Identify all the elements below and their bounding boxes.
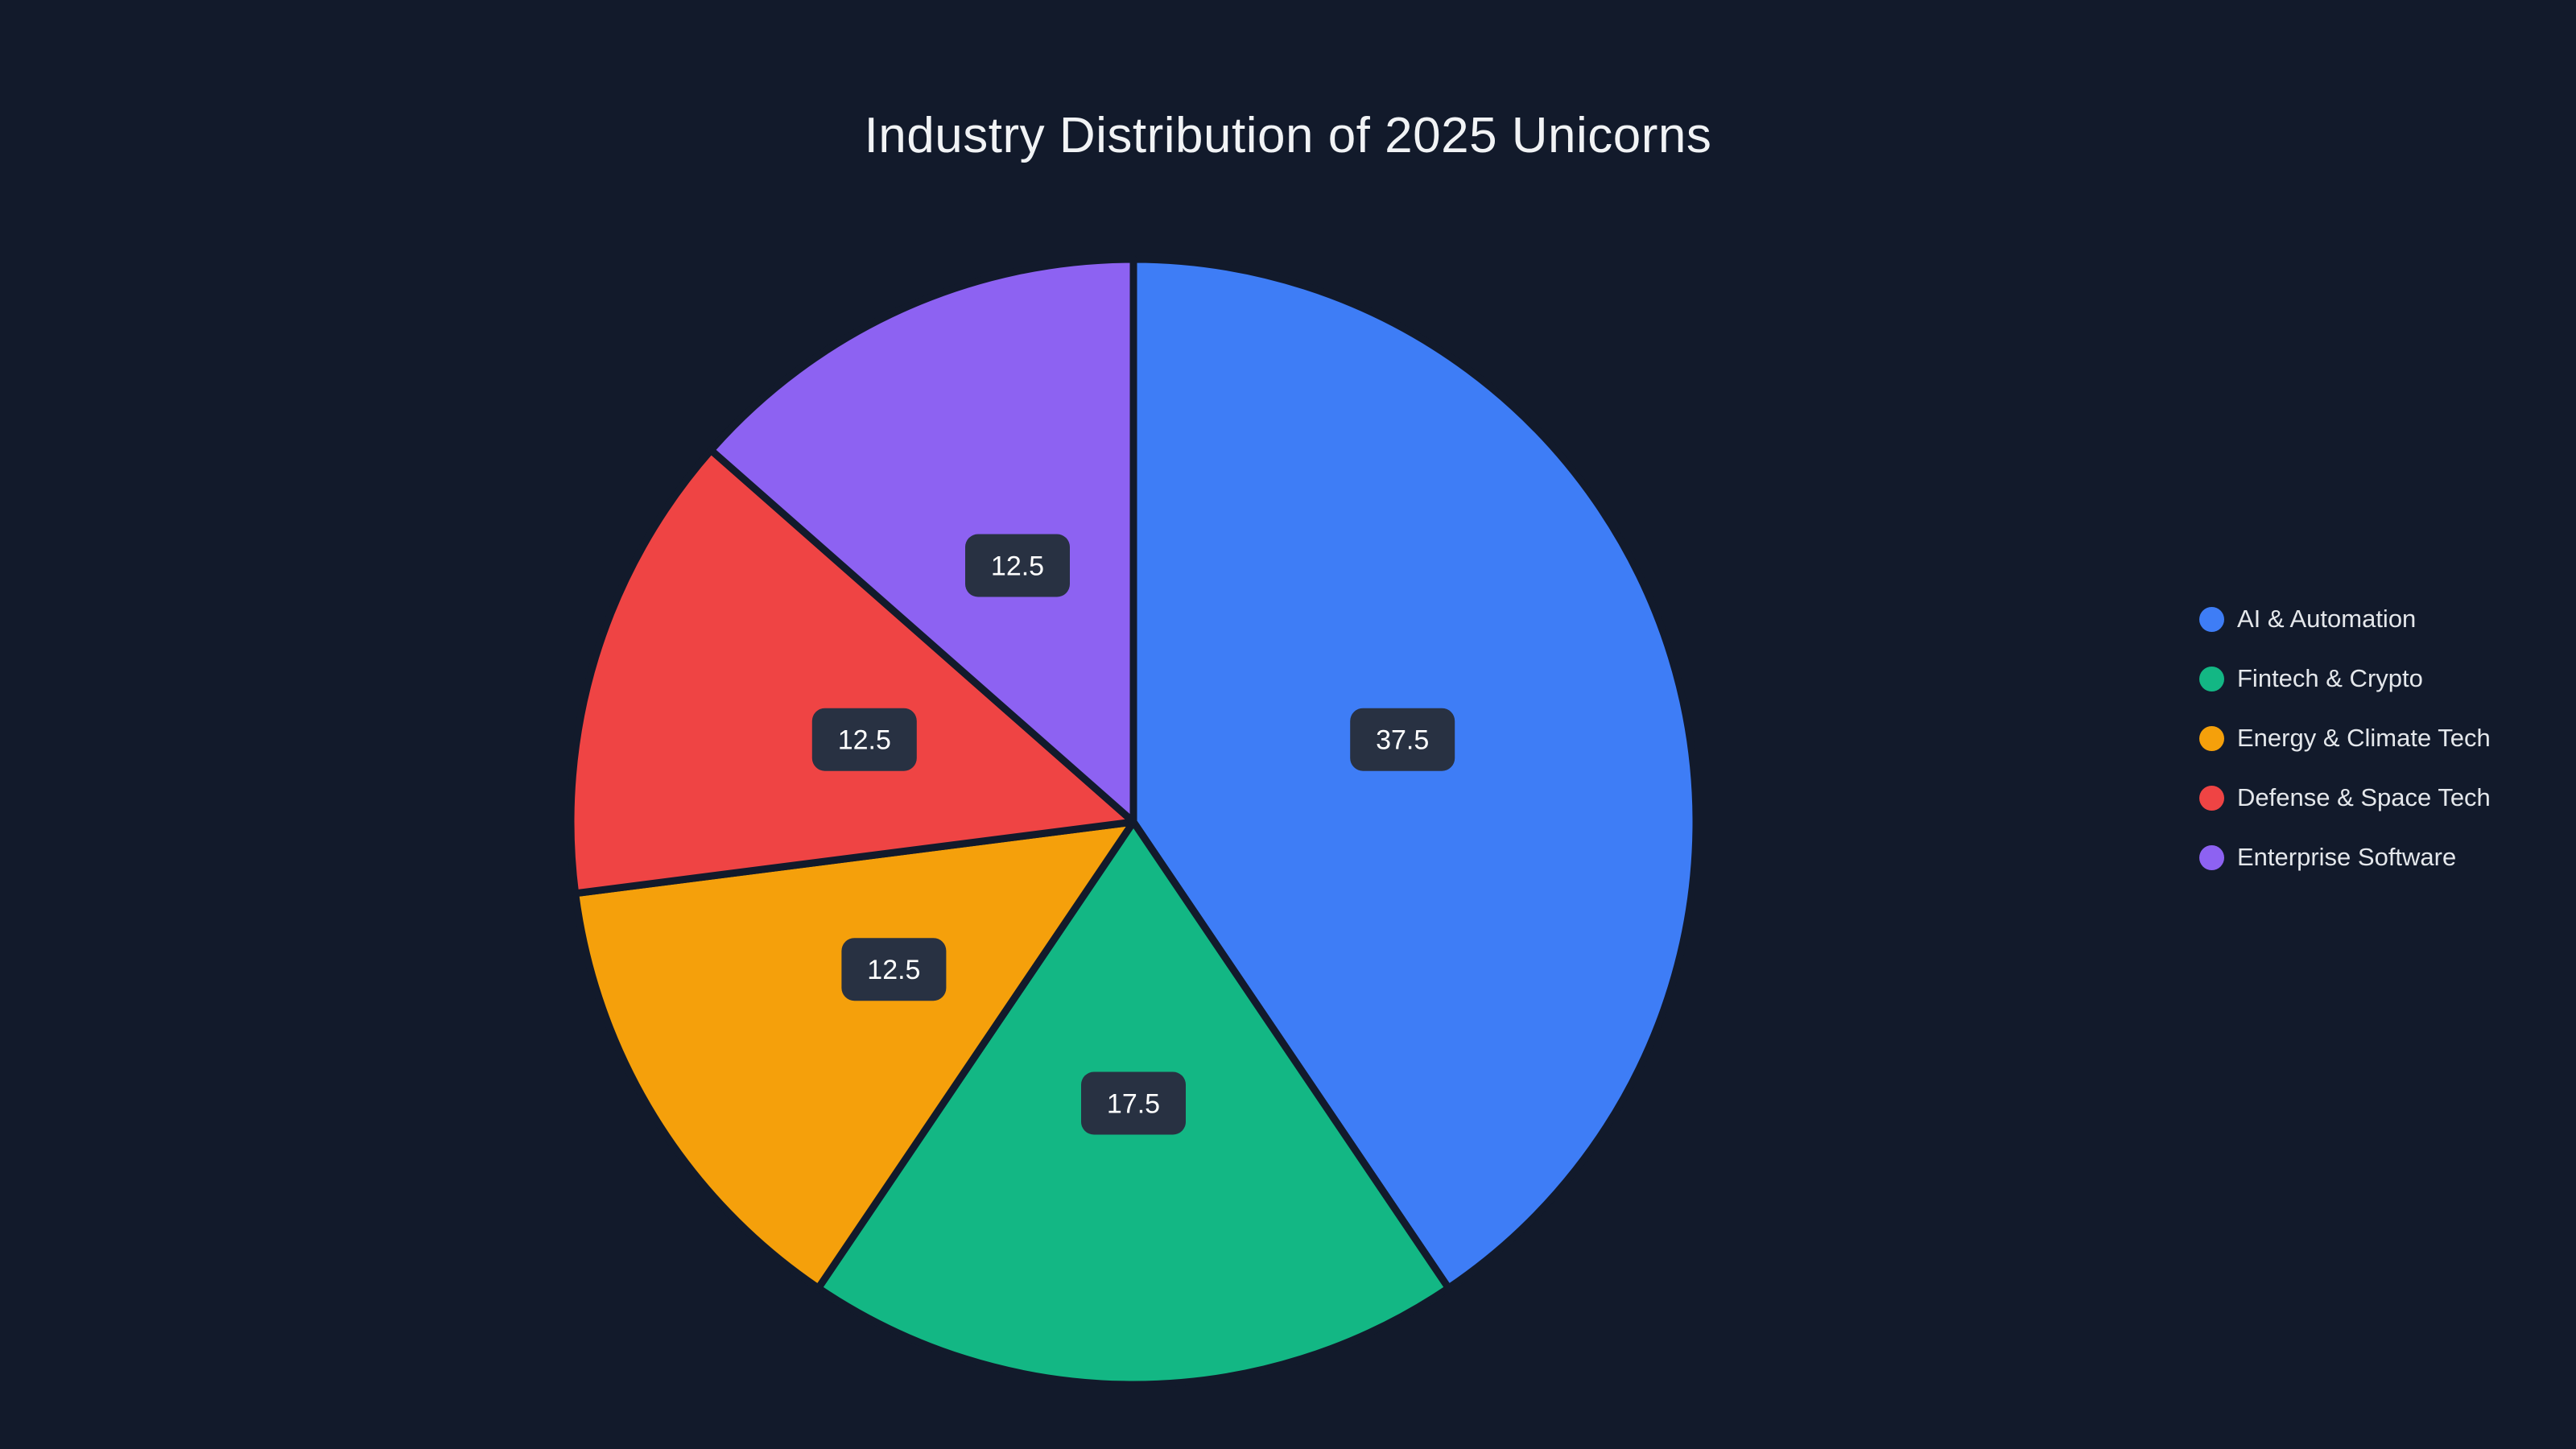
- slice-value-label: 12.5: [867, 955, 920, 985]
- legend-swatch: [2199, 666, 2224, 691]
- legend-swatch: [2199, 606, 2224, 632]
- slice-value-chip-bg: [965, 534, 1070, 597]
- slice-value-label: 37.5: [1376, 725, 1429, 756]
- slice-value-label: 12.5: [991, 551, 1044, 582]
- legend-label: Energy & Climate Tech: [2237, 724, 2491, 752]
- slice-value-chip: 17.5: [1081, 1071, 1186, 1135]
- legend-swatch: [2199, 725, 2224, 751]
- legend-label: AI & Automation: [2237, 605, 2417, 633]
- legend-label: Enterprise Software: [2237, 843, 2457, 871]
- slice-value-label: 17.5: [1107, 1089, 1160, 1120]
- slice-value-label: 12.5: [838, 725, 891, 756]
- slice-value-chip-bg: [811, 708, 917, 771]
- slice-value-chip: 12.5: [841, 938, 947, 1001]
- legend-item-1[interactable]: Fintech & Crypto: [2199, 649, 2491, 708]
- pie-slice-4[interactable]: [707, 255, 1137, 826]
- legend-label: Fintech & Crypto: [2237, 664, 2423, 692]
- legend-swatch: [2199, 785, 2224, 811]
- slice-value-chip: 12.5: [811, 708, 917, 771]
- legend-item-3[interactable]: Defense & Space Tech: [2199, 768, 2491, 828]
- pie-slice-0[interactable]: [1129, 255, 1700, 1292]
- slice-value-chip-bg: [1350, 708, 1455, 771]
- legend-item-0[interactable]: AI & Automation: [2199, 589, 2491, 649]
- legend-swatch: [2199, 844, 2224, 870]
- pie-slice-3[interactable]: [567, 446, 1137, 898]
- legend-item-2[interactable]: Energy & Climate Tech: [2199, 708, 2491, 768]
- slice-value-chip-bg: [1081, 1071, 1186, 1135]
- pie-slice-2[interactable]: [572, 818, 1137, 1292]
- slice-value-chip: 37.5: [1350, 708, 1455, 771]
- chart-title: Industry Distribution of 2025 Unicorns: [864, 108, 1712, 163]
- legend: AI & Automation Fintech & Crypto Energy & …: [2199, 589, 2491, 887]
- legend-label: Defense & Space Tech: [2237, 783, 2491, 811]
- slice-value-chip-bg: [841, 938, 947, 1001]
- legend-item-4[interactable]: Enterprise Software: [2199, 828, 2491, 887]
- slice-value-chip: 12.5: [965, 534, 1070, 597]
